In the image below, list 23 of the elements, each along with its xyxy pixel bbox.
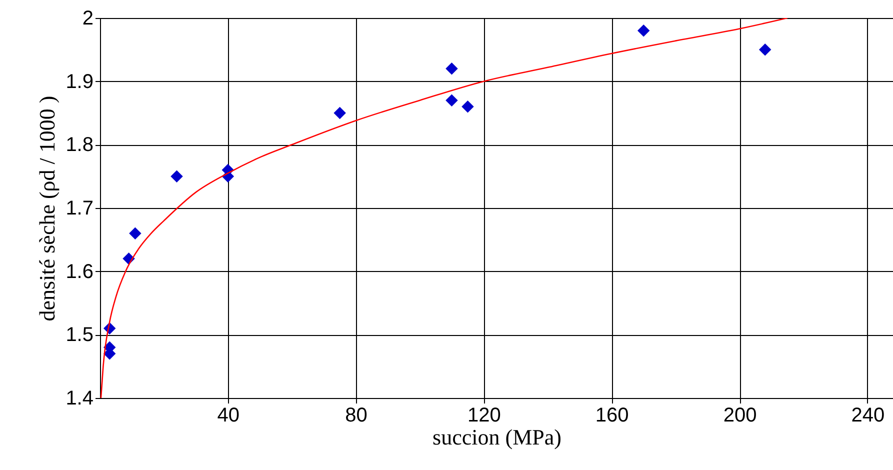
y-tick-label: 1.5 bbox=[66, 324, 94, 346]
y-tick-label: 1.8 bbox=[66, 134, 94, 156]
y-axis-title: densité sèche (ρd / 1000 ) bbox=[34, 96, 60, 322]
point bbox=[129, 227, 142, 240]
y-tick-label: 2 bbox=[82, 8, 94, 30]
point bbox=[462, 100, 474, 113]
point bbox=[637, 24, 650, 37]
y-tick-label: 1.4 bbox=[66, 388, 94, 410]
point bbox=[758, 44, 772, 56]
point bbox=[170, 170, 183, 182]
x-axis-title: succion (MPa) bbox=[432, 424, 562, 450]
x-tick-label: 160 bbox=[595, 404, 629, 426]
x-tick-label: 120 bbox=[468, 404, 501, 426]
y-tick-label: 1.7 bbox=[66, 198, 94, 220]
x-tick-label: 80 bbox=[345, 404, 368, 426]
point bbox=[334, 106, 346, 120]
point bbox=[446, 62, 458, 75]
point bbox=[446, 94, 458, 106]
x-tick-label: 240 bbox=[851, 404, 885, 426]
x-tick-label: 200 bbox=[723, 404, 757, 426]
y-tick-label: 1.6 bbox=[66, 260, 94, 283]
x-tick-label: 40 bbox=[217, 404, 240, 426]
y-tick-label: 1.9 bbox=[66, 70, 94, 93]
